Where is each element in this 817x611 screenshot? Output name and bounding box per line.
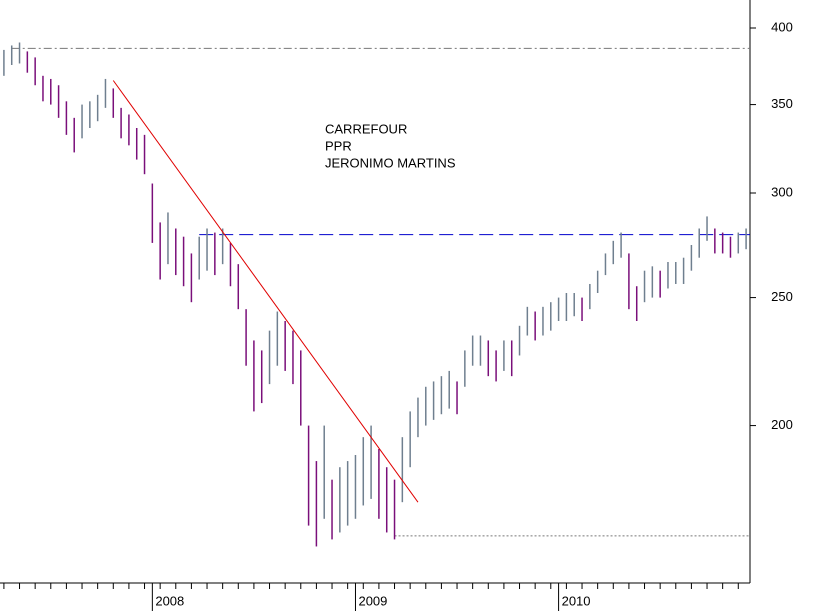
trend-line [112, 80, 419, 503]
x-tick-label: 2008 [155, 593, 184, 608]
y-tick-label: 250 [771, 289, 793, 304]
series-label: JERONIMO MARTINS [325, 155, 456, 170]
y-tick-label: 300 [771, 184, 793, 199]
x-tick-label: 2010 [562, 593, 591, 608]
y-tick-label: 350 [771, 96, 793, 111]
series-label: CARREFOUR [325, 121, 407, 136]
x-tick-label: 2009 [358, 593, 387, 608]
series-label: PPR [325, 138, 352, 153]
y-tick-label: 400 [771, 19, 793, 34]
y-tick-label: 200 [771, 417, 793, 432]
